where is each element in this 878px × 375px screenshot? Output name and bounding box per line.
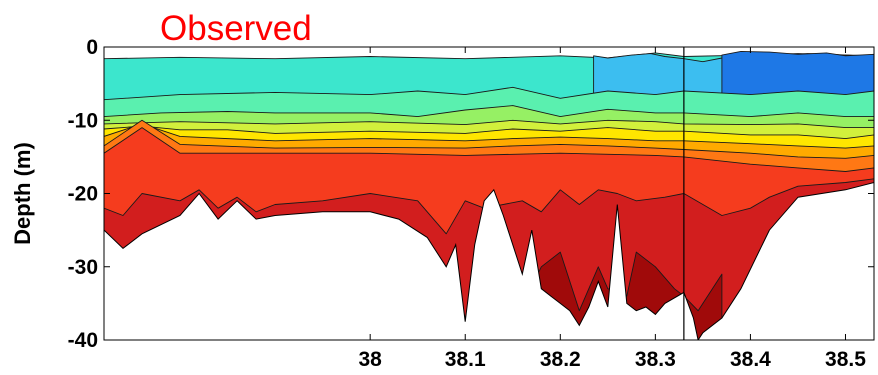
y-tick-label: -40 (68, 329, 98, 352)
x-tick-label: 38.2 (540, 348, 581, 371)
y-tick-label: -10 (68, 109, 98, 132)
y-tick-label: -20 (68, 183, 98, 206)
y-tick-label: 0 (86, 36, 98, 59)
x-tick-label: 38.5 (825, 348, 866, 371)
plot-area (104, 47, 874, 340)
no-data-region (104, 181, 874, 340)
x-tick-label: 38.1 (445, 348, 486, 371)
x-tick-label: 38 (358, 348, 382, 371)
y-axis-title: Depth (m) (10, 142, 35, 245)
x-tick-label: 38.4 (730, 348, 771, 371)
x-tick-label: 38.3 (635, 348, 676, 371)
chart-title: Observed (160, 9, 312, 48)
y-tick-label: -30 (68, 256, 98, 279)
y-axis: 0 -10 -20 -30 -40 (68, 36, 874, 352)
x-axis: 38 38.1 38.2 38.3 38.4 38.5 (358, 47, 866, 371)
